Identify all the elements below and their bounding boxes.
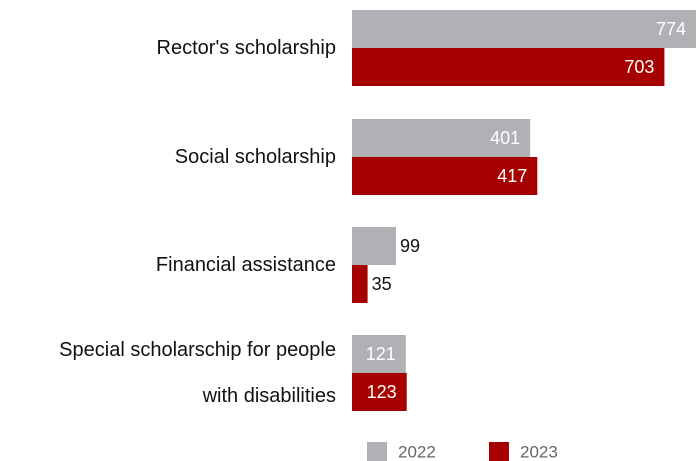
- bar-2023-0: [352, 48, 665, 86]
- bar-2022-0: [352, 10, 696, 48]
- data-label-2023-3: 123: [367, 382, 397, 402]
- data-label-2022-2: 99: [400, 236, 420, 256]
- bar-2023-3: [352, 373, 407, 411]
- category-labels: Rector's scholarship Social scholarship Fi…: [59, 37, 336, 407]
- bar-2023-1: [352, 157, 538, 195]
- category-label-1: Social scholarship: [175, 146, 336, 168]
- data-label-2022-0: 774: [656, 19, 686, 39]
- bar-2023-2: [352, 265, 368, 303]
- legend-label-2022: 2022: [398, 443, 436, 461]
- category-label-0: Rector's scholarship: [157, 37, 336, 59]
- legend-label-2023: 2023: [520, 443, 558, 461]
- bar-2022-1: [352, 119, 531, 157]
- category-label-2: Financial assistance: [156, 254, 336, 276]
- data-label-2022-1: 401: [490, 128, 520, 148]
- legend-swatch-2023: [489, 442, 509, 461]
- data-label-2023-0: 703: [624, 57, 654, 77]
- bar-2022-3: [352, 335, 406, 373]
- category-label-3: Special scholarschip for people: [59, 339, 336, 361]
- legend-swatch-2022: [367, 442, 387, 461]
- bar-2022-2: [352, 227, 396, 265]
- legend: 2022 2023: [367, 442, 558, 461]
- category-label-3: with disabilities: [202, 385, 336, 407]
- data-label-2023-2: 35: [372, 274, 392, 294]
- data-label-2023-1: 417: [497, 166, 527, 186]
- data-label-2022-3: 121: [366, 344, 396, 364]
